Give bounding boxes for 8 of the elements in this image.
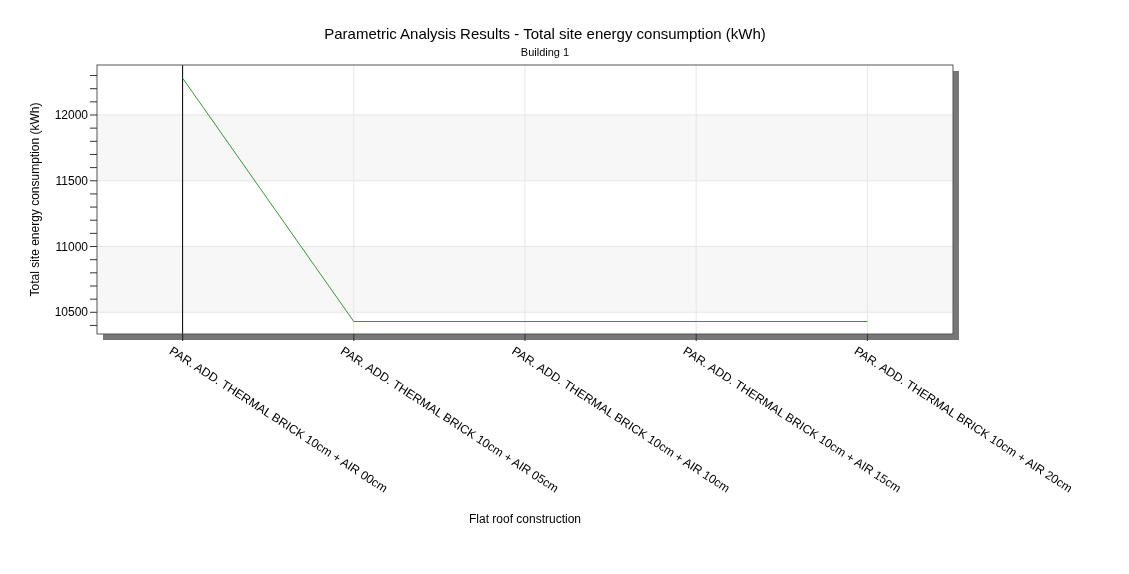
y-tick-label: 12000 bbox=[54, 108, 89, 123]
y-tick-label: 10500 bbox=[54, 305, 89, 320]
y-axis-title: Total site energy consumption (kWh) bbox=[28, 102, 42, 297]
x-axis-title: Flat roof construction bbox=[468, 512, 582, 526]
y-tick-label: 11000 bbox=[55, 239, 89, 254]
y-tick-label: 11500 bbox=[55, 173, 89, 188]
chart-subtitle: Building 1 bbox=[520, 46, 570, 58]
chart-title: Parametric Analysis Results - Total site energy consumption (kWh) bbox=[324, 25, 766, 42]
